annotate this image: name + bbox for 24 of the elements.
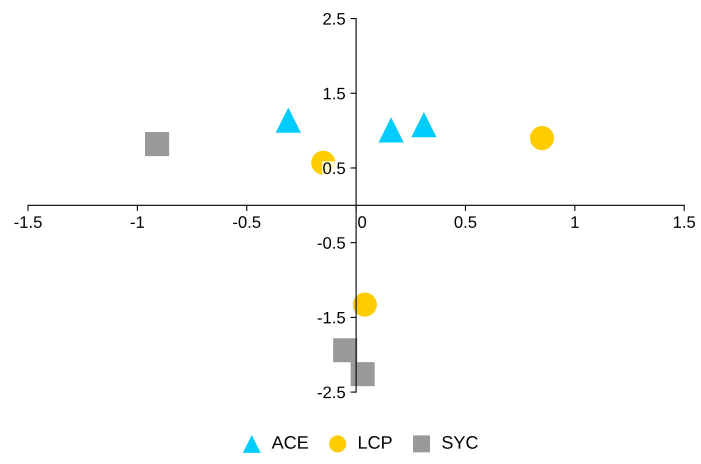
x-tick-label: -1 (130, 216, 144, 228)
y-tick-label: 0.5 (323, 162, 345, 174)
y-tick-label: -1.5 (318, 312, 345, 324)
x-tick-label: 1.5 (674, 216, 696, 228)
y-tick-label: 1.5 (324, 88, 345, 100)
legend-label: SYC (442, 436, 478, 449)
point (276, 108, 301, 133)
point (352, 292, 377, 317)
point (350, 362, 375, 386)
legend-label: ACE (272, 436, 308, 449)
y-tick-label: 2.5 (323, 12, 345, 25)
point (411, 112, 437, 138)
y-tick-label: -0.5 (318, 237, 345, 249)
x-tick-label: 0 (358, 216, 366, 228)
x-tick-label: -1.5 (14, 216, 42, 228)
point (333, 338, 358, 362)
y-tick-label: -2.5 (318, 386, 345, 398)
point (378, 117, 404, 142)
point (145, 132, 170, 156)
point (530, 126, 554, 150)
x-tick-label: 1 (571, 216, 579, 228)
x-tick-label: -0.5 (233, 216, 260, 228)
legend-label: LCP (358, 436, 392, 449)
x-tick-label: 0.5 (454, 216, 476, 228)
